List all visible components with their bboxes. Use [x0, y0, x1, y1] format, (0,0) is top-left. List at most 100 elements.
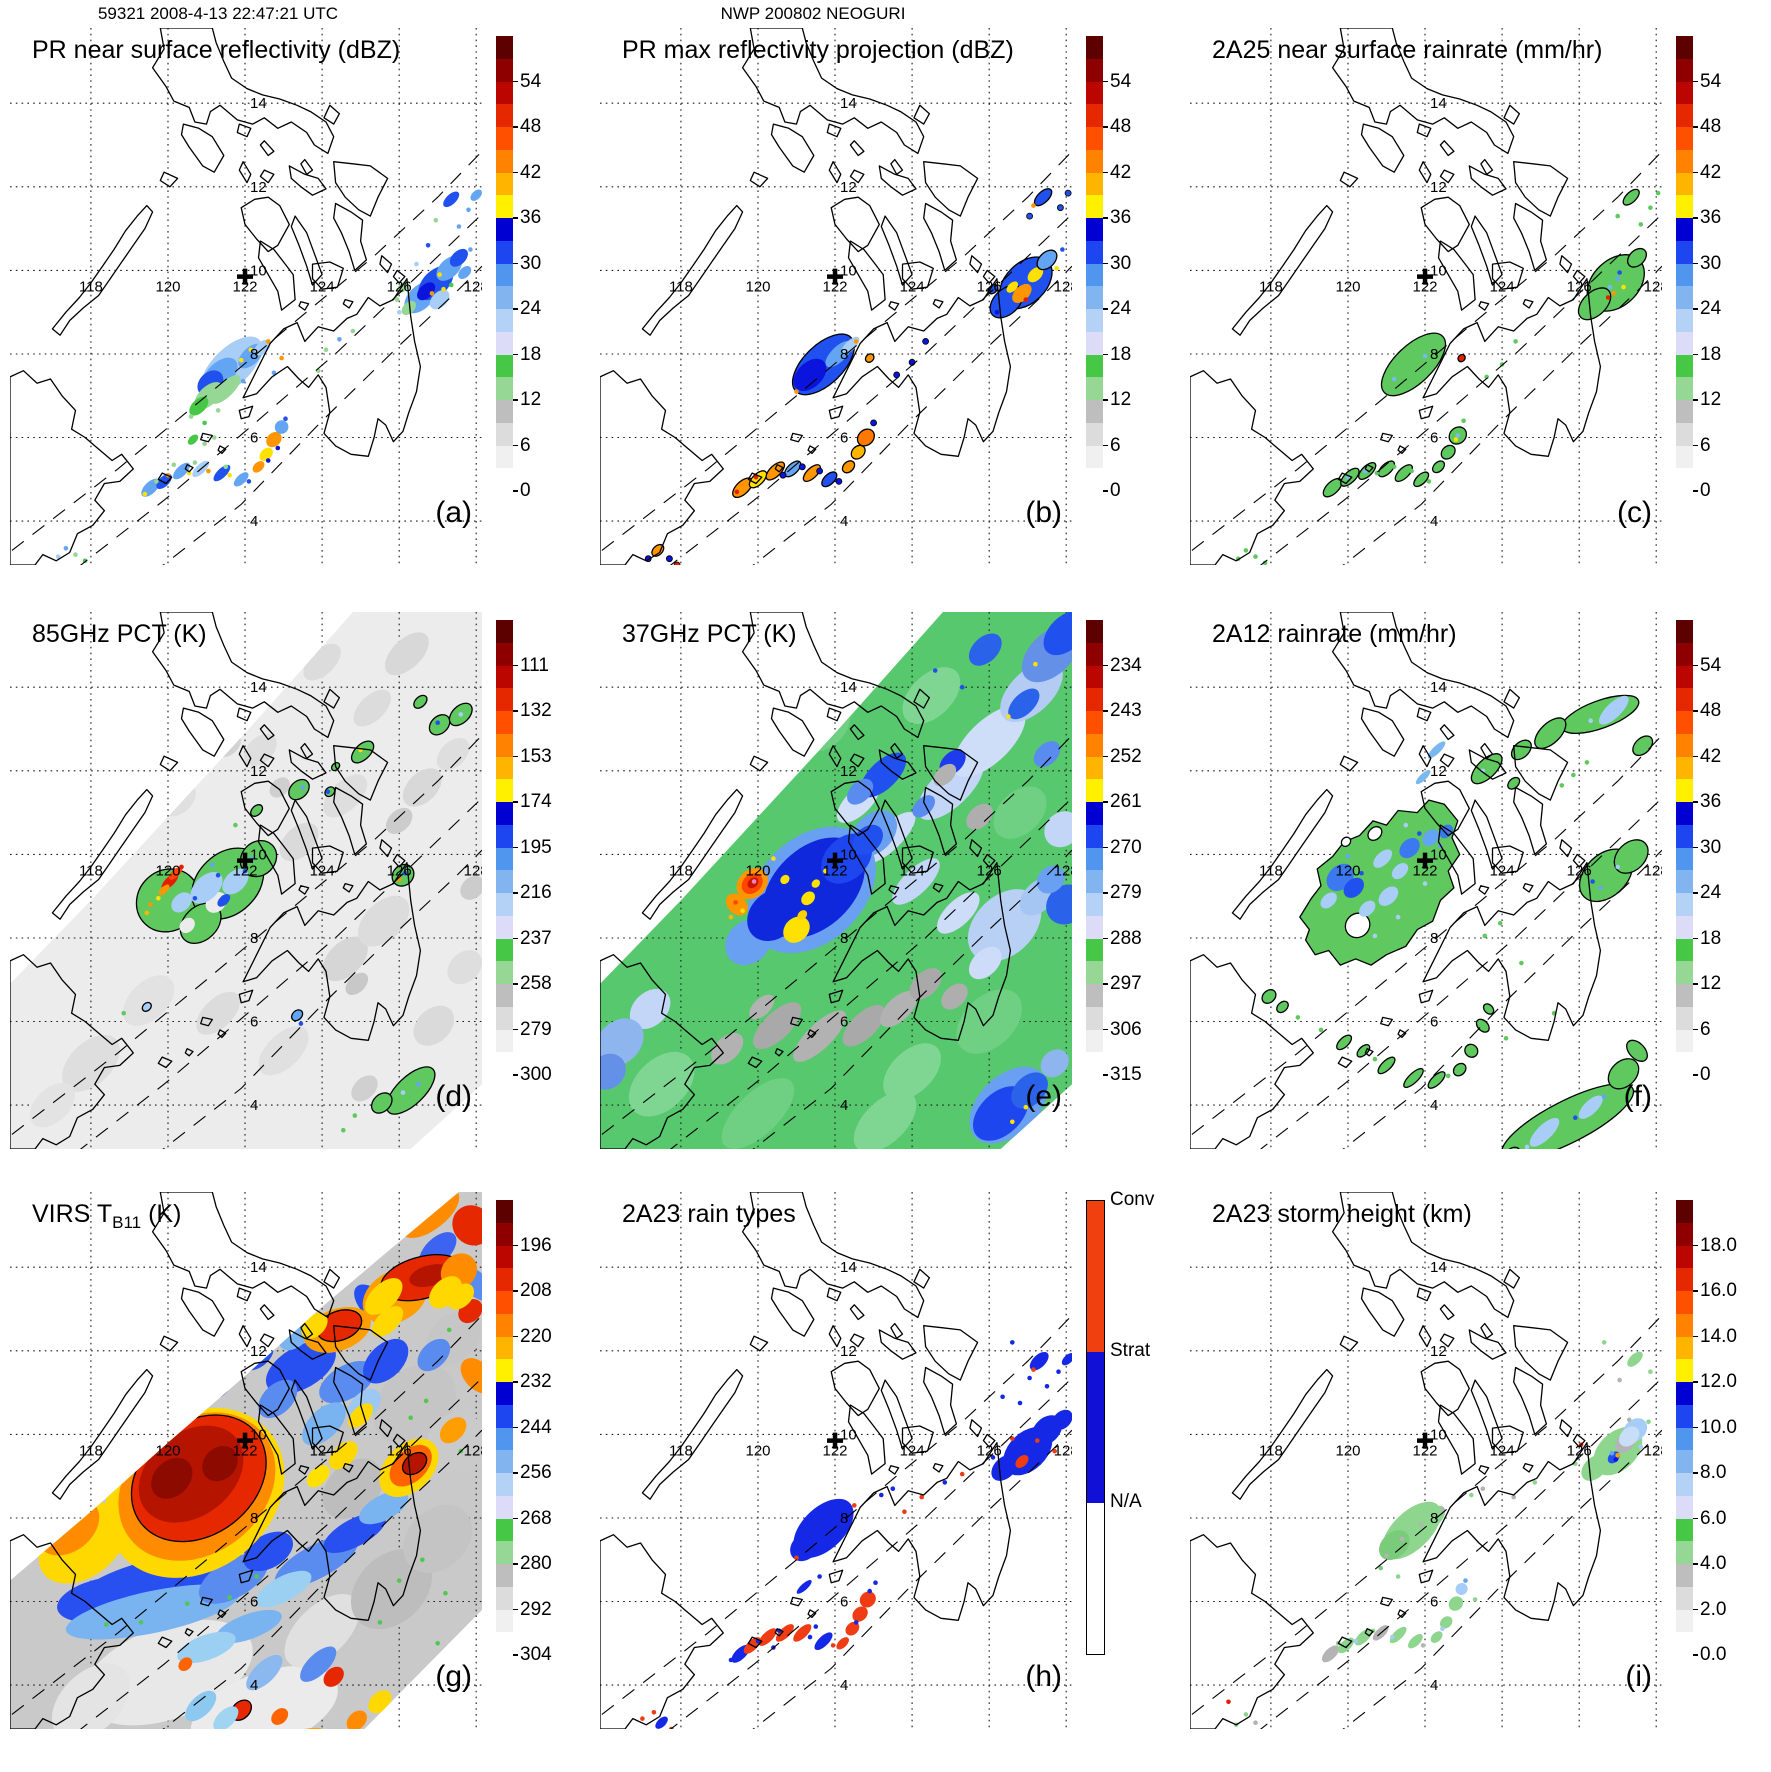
data-blob — [436, 737, 470, 771]
colorbar-segment — [496, 756, 513, 780]
data-blob — [141, 1001, 152, 1012]
data-blob — [1377, 460, 1396, 478]
data-blob — [222, 868, 249, 895]
data-pixel — [1615, 213, 1620, 219]
colorbar-segment — [1676, 1473, 1693, 1496]
lat-label: 10 — [250, 846, 267, 863]
colorbar-label: 24 — [1110, 298, 1132, 319]
colorbar-segment — [1086, 81, 1103, 105]
panel-letter-e: (e) — [1025, 1080, 1062, 1113]
data-blob — [306, 1465, 330, 1488]
colorbar-segment — [496, 1450, 513, 1473]
data-pixel — [300, 785, 306, 790]
colorbar-segment — [1086, 665, 1103, 689]
data-blob — [1415, 770, 1431, 785]
colorbar-segment — [1676, 1609, 1693, 1633]
storm-center-cross — [237, 268, 254, 285]
colorbar-segment — [1086, 847, 1103, 871]
data-pixel — [202, 420, 207, 426]
data-blob — [266, 431, 282, 448]
colorbar-segment — [1086, 58, 1103, 82]
colorbar-label: 0 — [520, 480, 531, 501]
data-blob — [1408, 1634, 1423, 1649]
swath-edge-lines — [601, 1314, 1073, 1738]
data-pixel — [1253, 1720, 1258, 1725]
lon-label: 126 — [1567, 862, 1592, 879]
colorbar-label: 196 — [520, 1234, 552, 1256]
data-pixel — [830, 1643, 836, 1648]
colorbar-segment — [1676, 824, 1693, 848]
lon-label: 124 — [1490, 1442, 1515, 1459]
data-blob — [357, 895, 410, 947]
data-pixel — [1519, 960, 1524, 966]
colorbar-segment — [1086, 263, 1103, 287]
panel-letter-a: (a) — [435, 496, 472, 529]
data-pixel — [179, 864, 184, 870]
data-blob — [359, 1490, 409, 1525]
colorbar-segment — [1676, 1268, 1693, 1291]
colorbar-tick — [1693, 1608, 1698, 1611]
storm-center-cross — [1417, 1432, 1434, 1449]
colorbar-tick — [1103, 262, 1108, 265]
data-blob — [402, 768, 442, 807]
lat-label: 12 — [1430, 179, 1447, 196]
colorbar-segment — [1086, 331, 1103, 355]
data-layer-h — [640, 1340, 1075, 1738]
colorbar-segment — [1676, 1495, 1693, 1519]
data-blob — [403, 1504, 473, 1573]
storm-name-header: NWP 200802 NEOGURI — [720, 4, 906, 23]
data-pixel — [238, 357, 244, 363]
data-pixel — [919, 1494, 924, 1500]
data-pixel — [144, 910, 150, 916]
colorbar-segment — [1676, 263, 1693, 287]
data-pixel — [1598, 885, 1603, 891]
lon-label: 128 — [1054, 862, 1072, 879]
data-layer-a — [55, 189, 482, 564]
data-pixel — [959, 684, 965, 690]
colorbar-segment — [1676, 468, 1693, 491]
map-f: 118 120 122 124 126 128 14 12 10 8 6 4 2A12 rainrate… — [1189, 611, 1669, 1165]
data-pixel — [298, 1021, 304, 1026]
panel-letter-c: (c) — [1617, 496, 1652, 529]
colorbar-tick — [513, 444, 518, 447]
colorbar-b — [1086, 36, 1103, 491]
data-pixel — [1648, 1369, 1653, 1374]
colorbar-tick — [513, 490, 518, 492]
colorbar-tick — [1103, 892, 1108, 894]
data-blob — [417, 1338, 451, 1372]
lat-label: 10 — [1430, 262, 1447, 279]
colorbar-tick — [1693, 444, 1698, 447]
colorbar-segment — [1676, 1359, 1693, 1382]
colorbar-segment — [1676, 688, 1693, 711]
colorbar-segment — [1676, 218, 1693, 241]
data-pixel — [192, 896, 198, 901]
data-blob — [1356, 1044, 1371, 1058]
data-pixel — [823, 868, 828, 874]
lat-label: 10 — [840, 846, 857, 863]
lon-label: 120 — [1335, 1442, 1360, 1459]
colorbar-label: 216 — [520, 882, 552, 903]
data-pixel — [1010, 1436, 1015, 1441]
data-blob — [443, 191, 460, 208]
data-pixel — [1638, 222, 1644, 227]
data-pixel — [433, 217, 439, 223]
lat-label: 12 — [250, 1343, 267, 1360]
colorbar-segment — [1086, 149, 1103, 173]
colorbar-segment — [496, 81, 513, 105]
data-blob — [259, 447, 273, 461]
data-blob — [1336, 1034, 1353, 1051]
colorbar-segment — [1086, 195, 1103, 218]
data-pixel — [1006, 714, 1011, 719]
colorbar-label: 18 — [1110, 343, 1132, 365]
colorbar-h — [1086, 1200, 1105, 1655]
data-pixel — [893, 371, 901, 379]
colorbar-label: N/A — [1110, 1491, 1142, 1512]
colorbar-segment — [496, 218, 513, 241]
data-blob — [1344, 912, 1371, 939]
lat-label: 14 — [250, 679, 267, 696]
data-pixel — [640, 1716, 645, 1721]
panel-title-f: 2A12 rainrate (mm/hr) — [1212, 620, 1457, 648]
data-pixel — [148, 902, 153, 907]
colorbar-segment — [1086, 1029, 1103, 1053]
colorbar-g — [496, 1200, 513, 1655]
